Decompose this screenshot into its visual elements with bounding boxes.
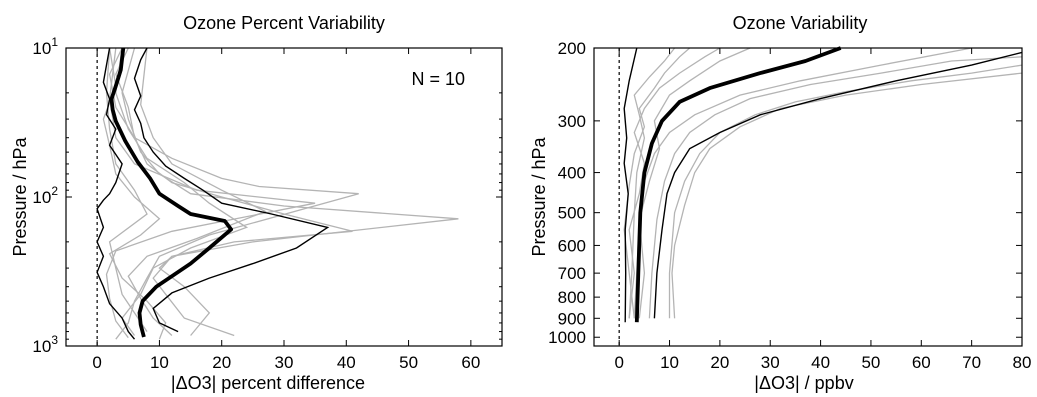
envelope-high-line	[133, 47, 330, 333]
x-tick-label: 0	[92, 353, 101, 372]
percent-variability-panel: Ozone Percent Variability Pressure / hPa…	[10, 13, 503, 393]
y-axis-label: Pressure / hPa	[529, 136, 549, 256]
y-tick-label: 102	[32, 184, 58, 207]
y-tick-label: 600	[558, 236, 586, 255]
series-layer	[96, 47, 459, 346]
individual-profile-line	[668, 64, 1023, 319]
x-tick-label: 20	[710, 353, 729, 372]
plot-frame	[65, 47, 503, 347]
x-tick-label: 10	[150, 353, 169, 372]
y-tick-label: 800	[558, 288, 586, 307]
ticks-layer: 0 10 20 30 40 50 60 70 80 200 300 400 500 600 700 800 90…	[548, 39, 1031, 372]
x-tick-label: 40	[811, 353, 830, 372]
y-tick-label: 300	[558, 112, 586, 131]
x-tick-label: 80	[1013, 353, 1032, 372]
x-tick-label: 10	[660, 353, 679, 372]
individual-profile-line	[121, 47, 459, 337]
x-tick-label: 30	[275, 353, 294, 372]
individual-profile-line	[628, 47, 676, 319]
envelope-high-line	[653, 51, 1023, 319]
y-axis-label: Pressure / hPa	[10, 136, 30, 256]
panel-title: Ozone Variability	[733, 13, 868, 33]
x-tick-label: 60	[461, 353, 480, 372]
x-tick-label: 0	[614, 353, 623, 372]
individual-profile-line	[633, 47, 972, 319]
y-tick-label: 103	[32, 333, 58, 356]
x-axis-label: |ΔO3| percent difference	[171, 373, 365, 393]
y-tick-label: 400	[558, 164, 586, 183]
x-tick-label: 30	[761, 353, 780, 372]
individual-profile-line	[108, 47, 359, 340]
individual-profile-line	[648, 56, 1023, 319]
y-tick-label: 200	[558, 39, 586, 58]
individual-profile-line	[102, 47, 167, 340]
individual-profile-line	[628, 47, 721, 319]
n-annotation: N = 10	[411, 69, 465, 89]
panel-title: Ozone Percent Variability	[183, 13, 385, 33]
series-layer	[618, 46, 1023, 346]
ticks-layer: 0 10 20 30 40 50 60 101 102 103	[32, 35, 502, 372]
mean-profile-line	[109, 47, 233, 338]
y-tick-label: 900	[558, 309, 586, 328]
y-tick-label: 1000	[548, 328, 586, 347]
envelope-low-line	[623, 47, 638, 323]
x-tick-label: 50	[399, 353, 418, 372]
x-axis-label: |ΔO3| / ppbv	[754, 373, 853, 393]
individual-profile-line	[638, 47, 751, 319]
x-tick-label: 60	[912, 353, 931, 372]
ppbv-variability-panel: Ozone Variability Pressure / hPa |ΔO3| /…	[529, 13, 1031, 393]
mean-profile-line	[634, 46, 842, 323]
y-tick-label: 700	[558, 264, 586, 283]
plot-frame	[593, 47, 1023, 347]
y-tick-label: 101	[32, 35, 58, 58]
y-tick-label: 500	[558, 204, 586, 223]
x-tick-label: 50	[861, 353, 880, 372]
individual-profile-line	[671, 72, 1023, 319]
x-tick-label: 20	[212, 353, 231, 372]
x-tick-label: 70	[962, 353, 981, 372]
envelope-low-line	[96, 47, 136, 340]
x-tick-label: 40	[337, 353, 356, 372]
individual-profile-line	[115, 47, 249, 336]
